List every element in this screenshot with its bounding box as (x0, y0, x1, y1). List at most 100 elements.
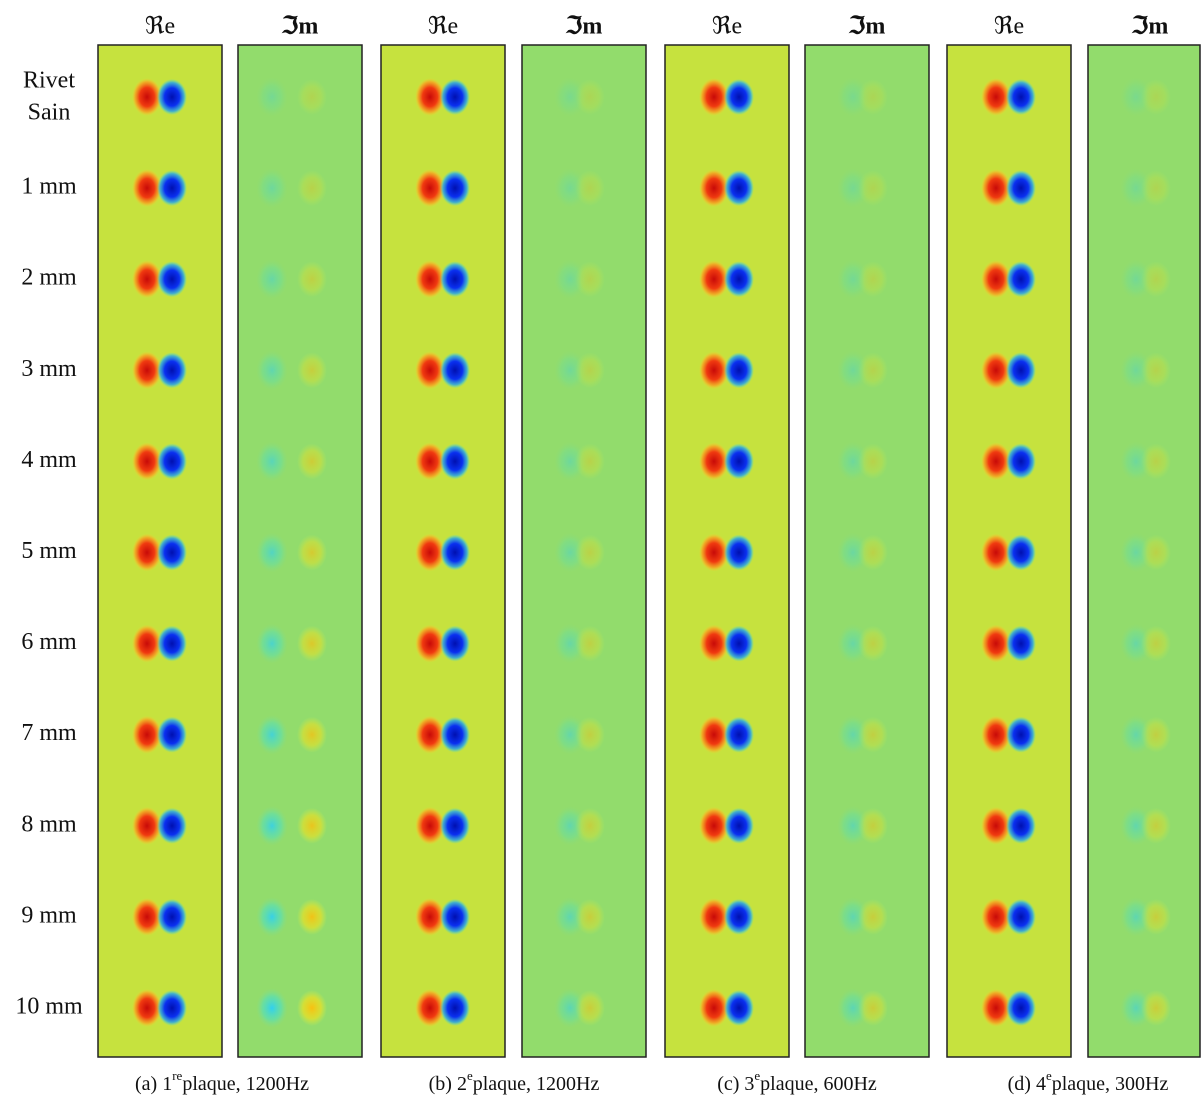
dipole-positive (699, 351, 729, 390)
im-positive (1141, 990, 1171, 1026)
dipole-negative (724, 261, 754, 298)
dipole-negative (440, 443, 470, 480)
dipole-negative (157, 625, 187, 662)
dipole-positive (132, 78, 162, 116)
dipole-positive (699, 78, 729, 116)
dipole-positive (981, 624, 1011, 663)
dipole-positive (415, 897, 445, 936)
im-positive (297, 625, 327, 662)
im-positive (1141, 534, 1171, 571)
im-negative (256, 350, 288, 391)
caption-suffix: plaque, 1200Hz (473, 1073, 600, 1095)
dipole-negative (1006, 990, 1036, 1026)
column-header: ℑm (281, 14, 319, 40)
dipole-negative (440, 79, 470, 115)
dipole-positive (981, 989, 1011, 1027)
dipole-positive (415, 351, 445, 390)
dipole-positive (699, 989, 729, 1027)
dipole-positive (132, 260, 162, 299)
dipole-positive (132, 442, 162, 481)
im-positive (575, 990, 605, 1026)
im-positive (1141, 807, 1171, 844)
im-positive (297, 990, 327, 1026)
dipole-negative (157, 261, 187, 298)
dipole-positive (981, 442, 1011, 481)
caption-suffix: plaque, 1200Hz (182, 1073, 309, 1095)
im-negative (256, 168, 288, 209)
row-label: 9 mm (21, 902, 77, 928)
im-positive (575, 534, 605, 571)
row-label: 8 mm (21, 811, 77, 837)
im-positive (1141, 898, 1171, 935)
dipole-negative (157, 716, 187, 753)
dipole-negative (724, 898, 754, 935)
dipole-positive (415, 533, 445, 572)
im-positive (297, 716, 327, 753)
dipole-positive (415, 260, 445, 299)
im-positive (297, 443, 327, 480)
column-header: ℑm (1131, 14, 1169, 40)
im-negative (256, 623, 288, 664)
row-label: Rivet (23, 68, 75, 94)
im-positive (1141, 170, 1171, 207)
im-negative (256, 896, 288, 937)
im-positive (575, 807, 605, 844)
dipole-positive (132, 351, 162, 390)
im-positive (297, 170, 327, 207)
row-label: 2 mm (21, 265, 77, 291)
dipole-positive (981, 806, 1011, 845)
im-positive (858, 170, 888, 207)
dipole-positive (699, 442, 729, 481)
im-positive (575, 352, 605, 389)
dipole-negative (1006, 352, 1036, 389)
dipole-positive (981, 533, 1011, 572)
caption-sup: e (1046, 1068, 1052, 1083)
dipole-positive (415, 989, 445, 1027)
im-positive (575, 170, 605, 207)
im-positive (858, 534, 888, 571)
caption-sup: e (754, 1068, 760, 1083)
column-header: ℜe (712, 14, 742, 40)
dipole-positive (132, 624, 162, 663)
caption-prefix: (a) 1 (135, 1073, 172, 1095)
dipole-positive (699, 806, 729, 845)
im-positive (575, 443, 605, 480)
dipole-negative (724, 625, 754, 662)
dipole-negative (157, 79, 187, 115)
dipole-positive (415, 806, 445, 845)
caption: (a) 1replaque, 1200Hz (135, 1068, 309, 1095)
caption-prefix: (d) 4 (1008, 1073, 1046, 1095)
im-negative (256, 805, 288, 846)
dipole-positive (699, 533, 729, 572)
column-header: ℑm (848, 14, 886, 40)
row-label: 1 mm (21, 174, 77, 200)
row-label: 4 mm (21, 447, 77, 473)
dipole-negative (1006, 261, 1036, 298)
dipole-positive (981, 351, 1011, 390)
caption-prefix: (b) 2 (429, 1073, 467, 1095)
dipole-negative (724, 170, 754, 207)
im-positive (1141, 716, 1171, 753)
im-positive (858, 261, 888, 298)
im-positive (297, 352, 327, 389)
im-positive (858, 443, 888, 480)
dipole-positive (981, 715, 1011, 754)
caption: (c) 3eplaque, 600Hz (717, 1068, 877, 1095)
dipole-negative (157, 898, 187, 935)
dipole-positive (699, 169, 729, 208)
im-positive (297, 79, 327, 115)
im-positive (858, 352, 888, 389)
dipole-negative (1006, 898, 1036, 935)
dipole-negative (724, 716, 754, 753)
im-positive (858, 79, 888, 115)
im-negative (256, 259, 288, 300)
caption: (b) 2eplaque, 1200Hz (429, 1068, 600, 1095)
im-negative (256, 714, 288, 755)
dipole-negative (1006, 79, 1036, 115)
row-label: 10 mm (15, 994, 83, 1020)
dipole-negative (440, 352, 470, 389)
im-positive (858, 990, 888, 1026)
dipole-negative (157, 990, 187, 1026)
dipole-positive (415, 715, 445, 754)
